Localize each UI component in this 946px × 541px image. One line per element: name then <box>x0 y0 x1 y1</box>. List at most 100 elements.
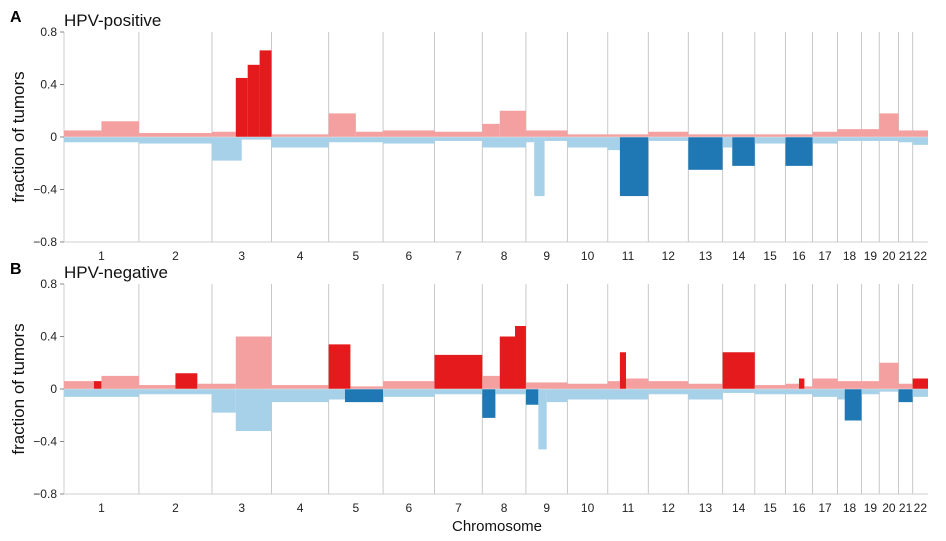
loss-bar-chr4 <box>271 137 329 148</box>
loss-bar-chr21 <box>898 389 913 403</box>
loss-bar-chr4 <box>271 389 329 403</box>
loss-bar-chr7 <box>434 137 483 141</box>
chromosome-label: 2 <box>172 501 179 515</box>
gain-bar-chr2 <box>197 383 212 389</box>
chromosome-label: 4 <box>297 501 304 515</box>
loss-bar-chr3 <box>241 137 272 140</box>
gain-bar-chr1 <box>101 375 139 389</box>
loss-bar-chr14 <box>722 137 733 148</box>
loss-bar-chr17 <box>812 389 838 397</box>
gain-bar-chr8 <box>499 110 526 137</box>
y-tick-label: 0.4 <box>40 78 57 92</box>
gain-bar-chr12 <box>648 131 689 137</box>
chromosome-label: 5 <box>353 249 360 263</box>
loss-bar-chr16 <box>785 389 813 395</box>
gain-bar-chr9 <box>525 382 568 389</box>
chromosome-label: 4 <box>297 249 304 263</box>
loss-bar-chr3 <box>211 389 236 413</box>
gain-bar-chr2 <box>138 385 176 389</box>
chromosome-label: 1 <box>98 249 105 263</box>
chromosome-label: 10 <box>581 501 595 515</box>
y-axis-title: fraction of tumors <box>9 323 28 454</box>
chromosome-label: 13 <box>699 249 713 263</box>
gain-bar-chr3 <box>235 336 272 389</box>
gain-bar-chr16 <box>785 383 799 389</box>
gain-bar-chr17 <box>812 378 838 389</box>
loss-bar-chr19 <box>861 137 880 141</box>
gain-bar-chr10 <box>567 134 608 137</box>
loss-bar-chr5 <box>344 389 384 403</box>
gain-bar-chr6 <box>383 381 435 389</box>
gain-bar-chr3 <box>247 64 260 137</box>
chromosome-label: 11 <box>622 501 635 515</box>
gain-bar-chr6 <box>383 130 435 137</box>
loss-bar-chr20 <box>879 137 899 141</box>
loss-bar-chr12 <box>648 389 689 395</box>
gain-bar-chr5 <box>328 344 351 389</box>
panel-letter: A <box>10 9 22 26</box>
chromosome-label: 22 <box>914 501 928 515</box>
chromosome-label: 6 <box>405 501 412 515</box>
gain-bar-chr5 <box>328 113 356 137</box>
gain-bar-chr14 <box>722 134 755 137</box>
gain-bar-chr13 <box>688 134 723 137</box>
y-tick-label: 0.8 <box>40 277 57 291</box>
chromosome-label: 2 <box>172 249 179 263</box>
loss-bar-chr17 <box>812 137 838 144</box>
gain-bar-chr7 <box>434 131 483 137</box>
chromosome-label: 7 <box>455 501 462 515</box>
loss-bar-chr8 <box>482 389 496 418</box>
gain-bar-chr5 <box>350 386 384 389</box>
gain-bar-chr22 <box>912 130 928 137</box>
gain-bar-chr19 <box>861 381 880 389</box>
loss-bar-chr9 <box>525 137 535 143</box>
chromosome-label: 21 <box>899 501 913 515</box>
chromosome-label: 9 <box>543 501 550 515</box>
gain-bar-chr1 <box>93 381 102 389</box>
panel-title: HPV-negative <box>64 263 168 282</box>
loss-bar-chr1 <box>64 137 139 143</box>
chromosome-label: 3 <box>238 501 245 515</box>
loss-bar-chr18 <box>837 137 862 141</box>
chromosome-label: 20 <box>882 501 896 515</box>
loss-bar-chr22 <box>912 137 928 145</box>
chromosome-label: 8 <box>501 501 508 515</box>
loss-bar-chr14 <box>732 137 755 166</box>
loss-bar-chr21 <box>898 137 913 143</box>
gain-bar-chr1 <box>64 130 102 137</box>
gain-bar-chr11 <box>607 134 649 137</box>
loss-bar-chr8 <box>495 389 526 395</box>
y-tick-label: 0.8 <box>40 25 57 39</box>
loss-bar-chr2 <box>138 137 212 144</box>
y-tick-label: −0.8 <box>33 235 57 249</box>
gain-bar-chr1 <box>64 381 94 389</box>
gain-bar-chr2 <box>175 373 198 389</box>
gain-bar-chr3 <box>211 131 236 137</box>
gain-bar-chr11 <box>625 378 649 389</box>
loss-bar-chr12 <box>648 137 689 141</box>
gain-bar-chr5 <box>355 131 384 137</box>
loss-bar-chr2 <box>138 389 212 395</box>
chromosome-label: 18 <box>843 501 857 515</box>
gain-bar-chr11 <box>607 381 620 389</box>
chromosome-label: 19 <box>864 249 878 263</box>
gain-bar-chr8 <box>482 123 500 137</box>
y-tick-label: 0 <box>50 130 57 144</box>
loss-bar-chr9 <box>538 389 547 450</box>
loss-bar-chr3 <box>211 137 242 161</box>
loss-bar-chr13 <box>688 389 723 400</box>
loss-bar-chr1 <box>64 389 139 397</box>
chromosome-label: 13 <box>699 501 713 515</box>
gain-bar-chr16 <box>804 386 813 389</box>
y-axis-title: fraction of tumors <box>9 71 28 202</box>
gain-bar-chr16 <box>785 134 813 137</box>
chromosome-label: 14 <box>732 249 746 263</box>
loss-bar-chr9 <box>534 137 545 197</box>
chromosome-label: 16 <box>792 501 806 515</box>
chromosome-label: 6 <box>405 249 412 263</box>
gain-bar-chr8 <box>515 326 526 389</box>
loss-bar-chr10 <box>567 137 608 148</box>
loss-bar-chr11 <box>607 389 649 400</box>
chromosome-label: 22 <box>914 249 928 263</box>
